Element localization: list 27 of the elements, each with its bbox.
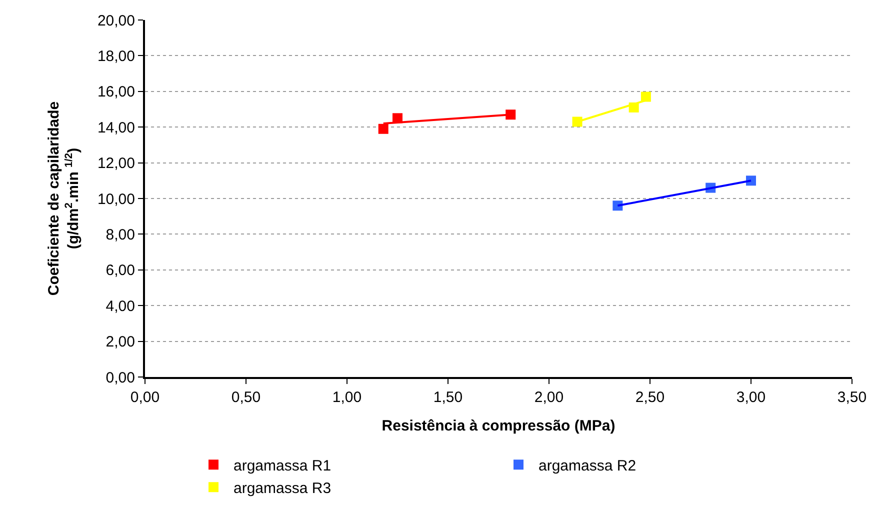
x-axis-title: Resistência à compressão (MPa) — [382, 418, 616, 434]
legend-label: argamassa R2 — [538, 458, 636, 474]
point — [506, 110, 516, 120]
y-tick-label: 2,00 — [106, 334, 135, 351]
x-tick-label: 1,50 — [433, 389, 463, 406]
point — [612, 200, 623, 211]
point — [640, 92, 651, 102]
legend-label: argamassa R1 — [234, 458, 332, 474]
y-tick-label: 4,00 — [106, 298, 135, 315]
y-tick-label: 12,00 — [97, 155, 135, 172]
x-tick-label: 2,00 — [534, 389, 564, 406]
x-tick-label: 0,00 — [130, 389, 160, 406]
x-tick-label: 3,50 — [837, 389, 867, 406]
y-tick-label: 18,00 — [97, 48, 135, 65]
y-tick-label: 8,00 — [106, 226, 135, 244]
y-tick-label: 16,00 — [97, 84, 135, 101]
x-tick-label: 0,50 — [231, 389, 261, 406]
y-tick-label: 14,00 — [97, 119, 135, 136]
y-tick-label: 6,00 — [106, 262, 135, 280]
x-tick-label: 3,00 — [736, 389, 766, 406]
legend-label: argamassa R3 — [234, 480, 332, 497]
y-tick-label: 0,00 — [106, 369, 135, 386]
x-tick-label: 1,00 — [332, 389, 362, 406]
y-tick-label: 20,00 — [97, 12, 135, 30]
x-tick-label: 2,50 — [635, 389, 665, 406]
point — [378, 124, 388, 134]
y-tick-label: 10,00 — [97, 190, 135, 208]
